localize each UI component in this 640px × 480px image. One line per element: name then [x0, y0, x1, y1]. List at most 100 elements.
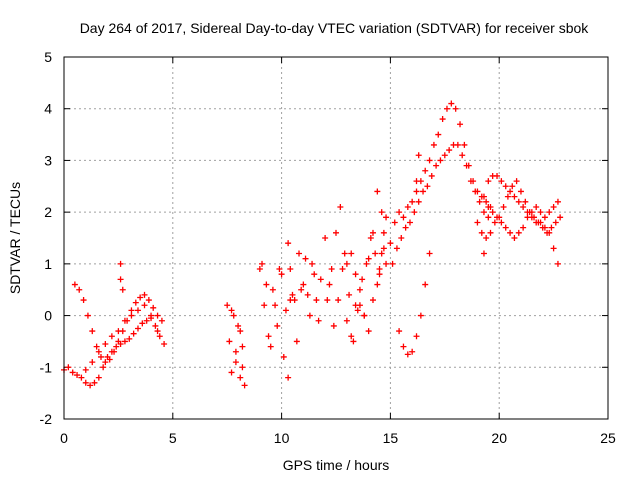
data-point [400, 214, 407, 221]
data-point [139, 320, 146, 327]
data-point [132, 299, 139, 306]
data-point [232, 359, 239, 366]
data-point [337, 203, 344, 210]
data-point [265, 333, 272, 340]
data-point [359, 276, 366, 283]
data-point [417, 312, 424, 319]
data-point [363, 260, 370, 267]
data-point [474, 219, 481, 226]
data-point [389, 260, 396, 267]
data-point [402, 224, 409, 231]
data-point [315, 317, 322, 324]
data-point [480, 193, 487, 200]
data-point [148, 312, 155, 319]
data-point [430, 141, 437, 148]
data-point [520, 203, 527, 210]
data-point [226, 338, 233, 345]
data-point [369, 297, 376, 304]
data-point [237, 328, 244, 335]
data-point [267, 343, 274, 350]
data-point [537, 219, 544, 226]
data-point [528, 209, 535, 216]
data-point [461, 141, 468, 148]
data-point [454, 141, 461, 148]
data-point [239, 364, 246, 371]
data-point [91, 379, 98, 386]
data-point [80, 297, 87, 304]
data-point [154, 312, 161, 319]
data-point [383, 260, 390, 267]
data-point [128, 307, 135, 314]
data-point [317, 276, 324, 283]
data-point [341, 250, 348, 257]
data-point [311, 271, 318, 278]
data-point [119, 286, 126, 293]
data-point [374, 281, 381, 288]
data-point [365, 255, 372, 262]
data-point [507, 229, 514, 236]
data-point [141, 291, 148, 298]
data-point [228, 307, 235, 314]
data-point [261, 302, 268, 309]
data-point [452, 105, 459, 112]
data-point [152, 322, 159, 329]
data-point [509, 183, 516, 190]
y-tick-label: 1 [44, 256, 52, 272]
data-point [69, 369, 76, 376]
x-tick-label: 5 [169, 430, 177, 446]
data-point [84, 312, 91, 319]
data-point [343, 317, 350, 324]
data-point [537, 209, 544, 216]
y-tick-label: 5 [44, 49, 52, 65]
data-point [361, 312, 368, 319]
x-tick-label: 10 [274, 430, 290, 446]
data-point [415, 152, 422, 159]
data-point [343, 260, 350, 267]
data-point [328, 266, 335, 273]
data-point [420, 188, 427, 195]
data-point [339, 266, 346, 273]
data-point [89, 328, 96, 335]
data-point [524, 214, 531, 221]
data-point [100, 364, 107, 371]
data-point [330, 322, 337, 329]
data-point [346, 291, 353, 298]
y-tick-label: -1 [40, 359, 53, 375]
y-tick-labels: -2 -1 0 1 2 3 4 5 [40, 49, 53, 427]
data-point [369, 229, 376, 236]
data-point [457, 121, 464, 128]
data-point [298, 286, 305, 293]
data-point [278, 271, 285, 278]
data-point [272, 302, 279, 309]
data-point [541, 224, 548, 231]
data-point [121, 338, 128, 345]
data-point [480, 250, 487, 257]
data-point [554, 260, 561, 267]
data-point [396, 328, 403, 335]
data-point [365, 328, 372, 335]
data-point [287, 297, 294, 304]
data-point [367, 235, 374, 241]
data-point [350, 338, 357, 345]
data-point [71, 281, 78, 288]
data-point [293, 338, 300, 345]
data-point [82, 379, 89, 386]
data-point [115, 338, 122, 345]
data-point [487, 229, 494, 236]
data-point [376, 266, 383, 273]
data-point [326, 281, 333, 288]
data-point [502, 224, 509, 231]
data-point [517, 188, 524, 195]
y-tick-label: 4 [44, 101, 52, 117]
data-point [409, 348, 416, 355]
data-point [230, 312, 237, 319]
data-point [145, 297, 152, 304]
data-point [111, 348, 118, 355]
data-point [485, 214, 492, 221]
data-point [426, 250, 433, 257]
data-point [304, 291, 311, 298]
data-point [443, 105, 450, 112]
grid [64, 57, 608, 419]
y-tick-label: -2 [40, 411, 53, 427]
